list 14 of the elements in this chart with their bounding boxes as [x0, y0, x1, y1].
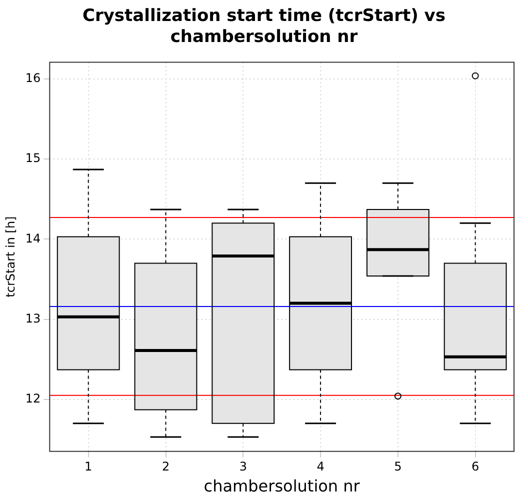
y-tick-label: 14 [25, 231, 41, 246]
x-tick-label: 4 [316, 460, 324, 474]
x-axis-title: chambersolution nr [204, 476, 360, 496]
x-tick-label: 1 [84, 460, 92, 474]
y-tick-label: 15 [25, 151, 41, 166]
x-tick-label: 3 [239, 460, 247, 474]
x-tick-label: 6 [471, 460, 480, 474]
y-tick-label: 16 [25, 71, 41, 86]
x-tick-label: 2 [162, 460, 170, 474]
chart-title: Crystallization start time (tcrStart) vs chambersolution nr [81, 6, 447, 48]
y-tick-label: 12 [25, 391, 41, 406]
y-tick-label: 13 [25, 311, 41, 326]
y-axis-title: tcrStart in [h] [3, 216, 18, 298]
x-tick-label: 5 [394, 460, 402, 474]
